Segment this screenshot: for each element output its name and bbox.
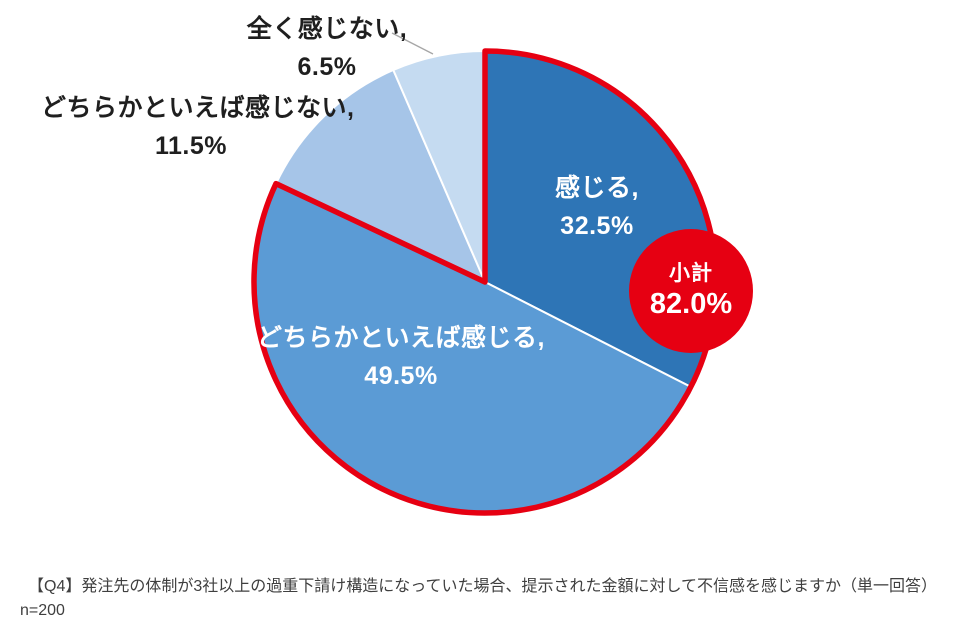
pie-slice-2 — [275, 69, 486, 283]
question-text: 【Q4】発注先の体制が3社以上の過重下請け構造になっていた場合、提示された金額に… — [28, 578, 937, 595]
subtotal-badge-value: 82.0% — [649, 288, 733, 320]
label-feel-line2: 32.5% — [560, 212, 634, 240]
label-rather-not: どちらかといえば感じない, 11.5% — [41, 89, 355, 165]
sample-size-text: n=200 — [20, 602, 65, 619]
subtotal-badge: 小計 82.0% — [629, 229, 753, 353]
label-none: 全く感じない, 6.5% — [187, 10, 467, 86]
label-rather-feel-line1: どちらかといえば感じる, — [257, 324, 545, 352]
label-rather-not-line2: 11.5% — [154, 132, 227, 160]
leader-line-none — [391, 32, 434, 55]
label-none-line2: 6.5% — [297, 53, 357, 81]
pie-slices — [251, 48, 719, 516]
label-feel-line1: 感じる, — [555, 174, 639, 202]
label-rather-feel-line2: 49.5% — [364, 362, 438, 390]
label-none-line1: 全く感じない, — [246, 15, 408, 43]
subtotal-badge-title: 小計 — [669, 262, 713, 285]
label-rather-feel: どちらかといえば感じる, 49.5% — [251, 319, 551, 395]
label-rather-not-line1: どちらかといえば感じない, — [41, 94, 355, 122]
subtotal-outline — [251, 48, 719, 516]
label-feel: 感じる, 32.5% — [497, 169, 697, 245]
